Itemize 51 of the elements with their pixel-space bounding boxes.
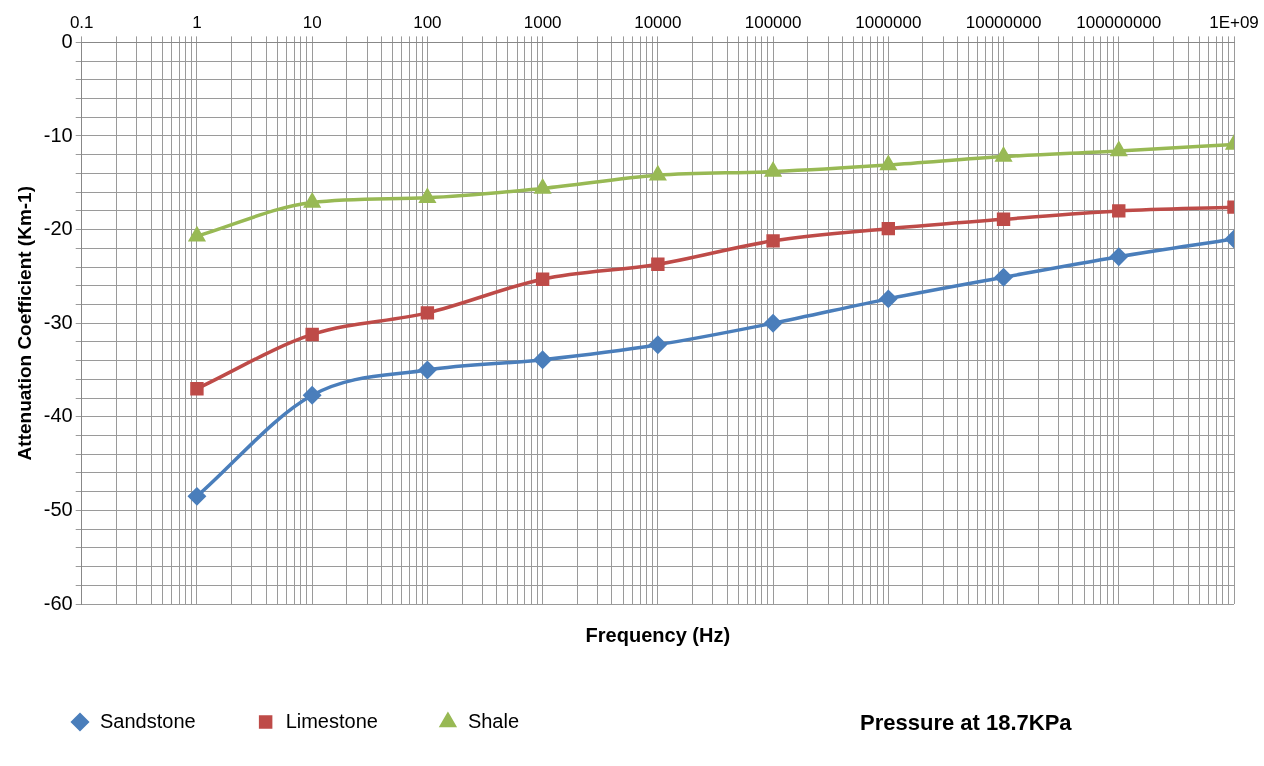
y-tick-label: -40 — [43, 404, 73, 427]
point — [1112, 204, 1126, 218]
x-tick-label: 0.1 — [69, 12, 94, 32]
y-tick-label: -20 — [43, 217, 73, 240]
point — [189, 227, 205, 242]
y-tick-label: 0 — [61, 29, 73, 52]
point — [881, 221, 896, 236]
point — [879, 290, 898, 308]
x-tick-label: 10000 — [634, 12, 682, 32]
x-tick-label: 100 — [413, 12, 442, 32]
y-axis-title: Attenuation Coefficient (Km-1) — [13, 185, 35, 461]
x-tick-label: 1000 — [523, 12, 562, 32]
x-tick-label: 10000000 — [965, 12, 1042, 32]
point — [996, 212, 1011, 226]
point — [188, 487, 206, 506]
text: Pressure at 18.7KPa — [860, 710, 1073, 736]
point — [880, 156, 897, 171]
point — [303, 386, 321, 405]
point — [190, 382, 204, 396]
point — [304, 193, 320, 208]
x-axis-title: Frequency (Hz) — [585, 623, 731, 646]
x-tick-label: 100000 — [744, 12, 802, 32]
point — [651, 257, 665, 271]
legend-label: Limestone — [285, 709, 378, 732]
point — [535, 272, 550, 286]
point — [766, 234, 780, 248]
point — [765, 162, 781, 177]
x-tick-label: 1000000 — [855, 12, 922, 32]
point — [650, 166, 666, 181]
x-tick-label: 100000000 — [1076, 12, 1162, 32]
y-tick-label: -50 — [43, 497, 73, 520]
legend-label: Shale — [467, 709, 520, 732]
point — [534, 179, 551, 194]
point — [649, 335, 667, 354]
point — [1110, 142, 1127, 157]
point — [533, 350, 552, 369]
y-tick-label: -30 — [43, 310, 73, 333]
point — [764, 314, 782, 332]
point — [420, 306, 435, 320]
point — [1110, 247, 1128, 266]
point — [994, 268, 1013, 287]
y-tick-label: -60 — [43, 591, 73, 614]
point — [418, 361, 437, 379]
x-tick-label: 1 — [192, 12, 202, 32]
point — [995, 147, 1012, 162]
y-tick-label: -10 — [43, 123, 73, 146]
legend-label: Sandstone — [100, 709, 196, 732]
point — [419, 189, 436, 204]
x-tick-label: 10 — [302, 12, 322, 32]
point — [305, 327, 319, 342]
x-tick-label: 1E+09 — [1209, 12, 1259, 32]
